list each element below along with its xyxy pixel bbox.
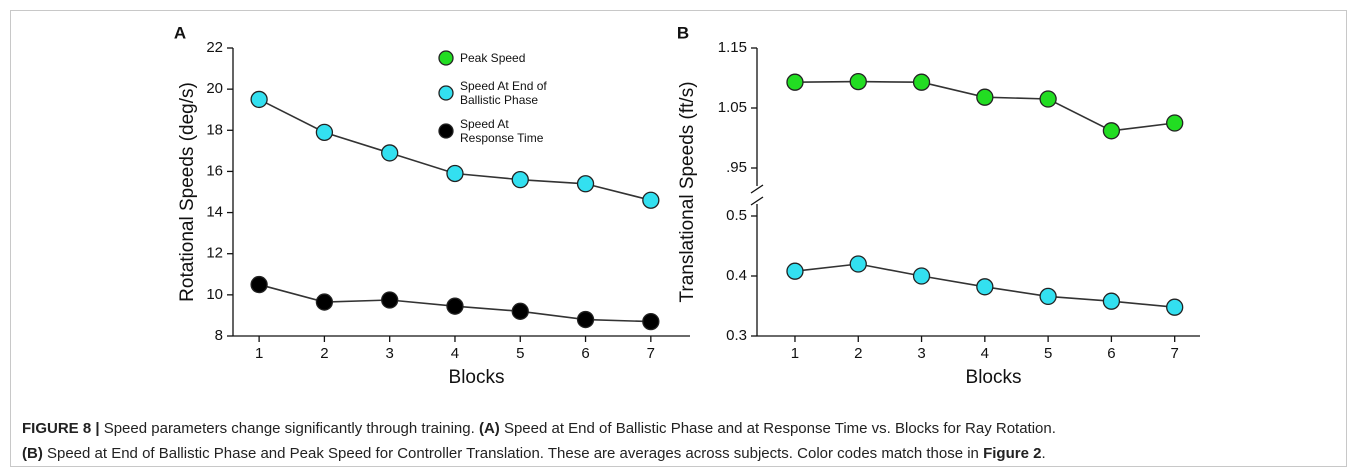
y-tick-label: 20 [206, 80, 223, 97]
legend-label: Peak Speed [460, 51, 526, 65]
data-point [1166, 114, 1184, 132]
legend-marker [438, 123, 454, 139]
y-tick-label: 1.05 [718, 99, 747, 116]
x-tick-label: 5 [516, 345, 524, 362]
x-tick-label: 6 [581, 345, 589, 362]
caption-text: (B) [22, 445, 43, 462]
data-point [849, 72, 867, 91]
legend-marker [438, 50, 454, 66]
caption-line: FIGURE 8 | Speed parameters change signi… [22, 420, 1056, 437]
data-point [1102, 292, 1121, 310]
figure-frame [10, 10, 1347, 467]
data-point [315, 123, 334, 141]
data-point [381, 144, 399, 162]
y-tick-label: 0.4 [726, 267, 747, 284]
legend-entry: Peak Speed [460, 51, 526, 65]
data-point [1102, 122, 1121, 140]
caption-text: (A) [478, 420, 500, 437]
caption-text: Figure 2 [983, 445, 1042, 462]
panel-label: B [677, 23, 689, 42]
data-point [315, 293, 334, 311]
data-point [446, 297, 464, 315]
legend-label: Speed At Response Time [460, 117, 544, 145]
legend-entry: Speed At Response Time [460, 117, 544, 145]
y-tick-label: 16 [206, 162, 223, 179]
y-tick-label: 22 [206, 39, 223, 56]
panel-label: A [174, 23, 186, 42]
data-point [576, 310, 595, 329]
y-axis-label: Translational Speeds (ft/s) [677, 81, 698, 302]
data-point [786, 73, 804, 91]
caption-text: FIGURE 8 | [22, 420, 100, 437]
x-axis-label: Blocks [449, 367, 505, 388]
x-tick-label: 6 [1107, 345, 1115, 362]
data-point [1039, 287, 1057, 306]
x-tick-label: 1 [791, 345, 799, 362]
data-point [1166, 298, 1184, 316]
y-tick-label: 0.3 [726, 327, 747, 344]
x-tick-label: 4 [451, 345, 459, 362]
x-tick-label: 2 [320, 345, 328, 362]
y-tick-label: 8 [215, 327, 223, 344]
x-tick-label: 7 [647, 345, 655, 362]
y-tick-label: 0.5 [726, 207, 747, 224]
data-point [642, 191, 660, 209]
data-point [511, 171, 529, 189]
x-tick-label: 7 [1171, 345, 1179, 362]
data-point [642, 312, 660, 331]
caption-text: . [1041, 445, 1046, 462]
data-point [849, 255, 867, 273]
y-tick-label: 12 [206, 245, 223, 262]
x-tick-label: 4 [981, 345, 989, 362]
y-tick-label: 1.15 [718, 39, 747, 56]
data-point [912, 73, 931, 91]
legend-marker [438, 85, 454, 101]
y-tick-label: 18 [206, 121, 223, 138]
data-point [511, 302, 529, 320]
caption-text: Speed parameters change significantly th… [99, 420, 479, 437]
data-point [446, 164, 464, 183]
axis-break [750, 184, 764, 194]
y-tick-label: 10 [206, 286, 223, 303]
data-point [250, 275, 268, 294]
caption-text: Speed at End of Ballistic Phase and Peak… [42, 445, 984, 462]
data-point [381, 291, 399, 309]
caption-line: (B) Speed at End of Ballistic Phase and … [22, 445, 1046, 462]
x-tick-label: 5 [1044, 345, 1052, 362]
x-axis-label: Blocks [966, 367, 1022, 388]
y-tick-label: .95 [726, 159, 747, 176]
data-point [912, 267, 931, 285]
x-tick-label: 3 [917, 345, 925, 362]
y-tick-label: 14 [206, 204, 223, 221]
y-axis-label: Rotational Speeds (deg/s) [177, 82, 198, 302]
x-tick-label: 3 [386, 345, 394, 362]
data-point [976, 278, 994, 296]
x-tick-label: 2 [854, 345, 862, 362]
data-point [786, 262, 804, 280]
data-point [976, 88, 994, 106]
axis-break [750, 196, 764, 206]
caption-text: Speed at End of Ballistic Phase and at R… [499, 420, 1056, 437]
x-tick-label: 1 [255, 345, 263, 362]
data-point [1039, 90, 1057, 108]
legend-entry: Speed At End of Ballistic Phase [460, 79, 547, 107]
data-point [576, 175, 595, 193]
legend-label: Speed At End of Ballistic Phase [460, 79, 547, 107]
data-point [250, 90, 268, 109]
